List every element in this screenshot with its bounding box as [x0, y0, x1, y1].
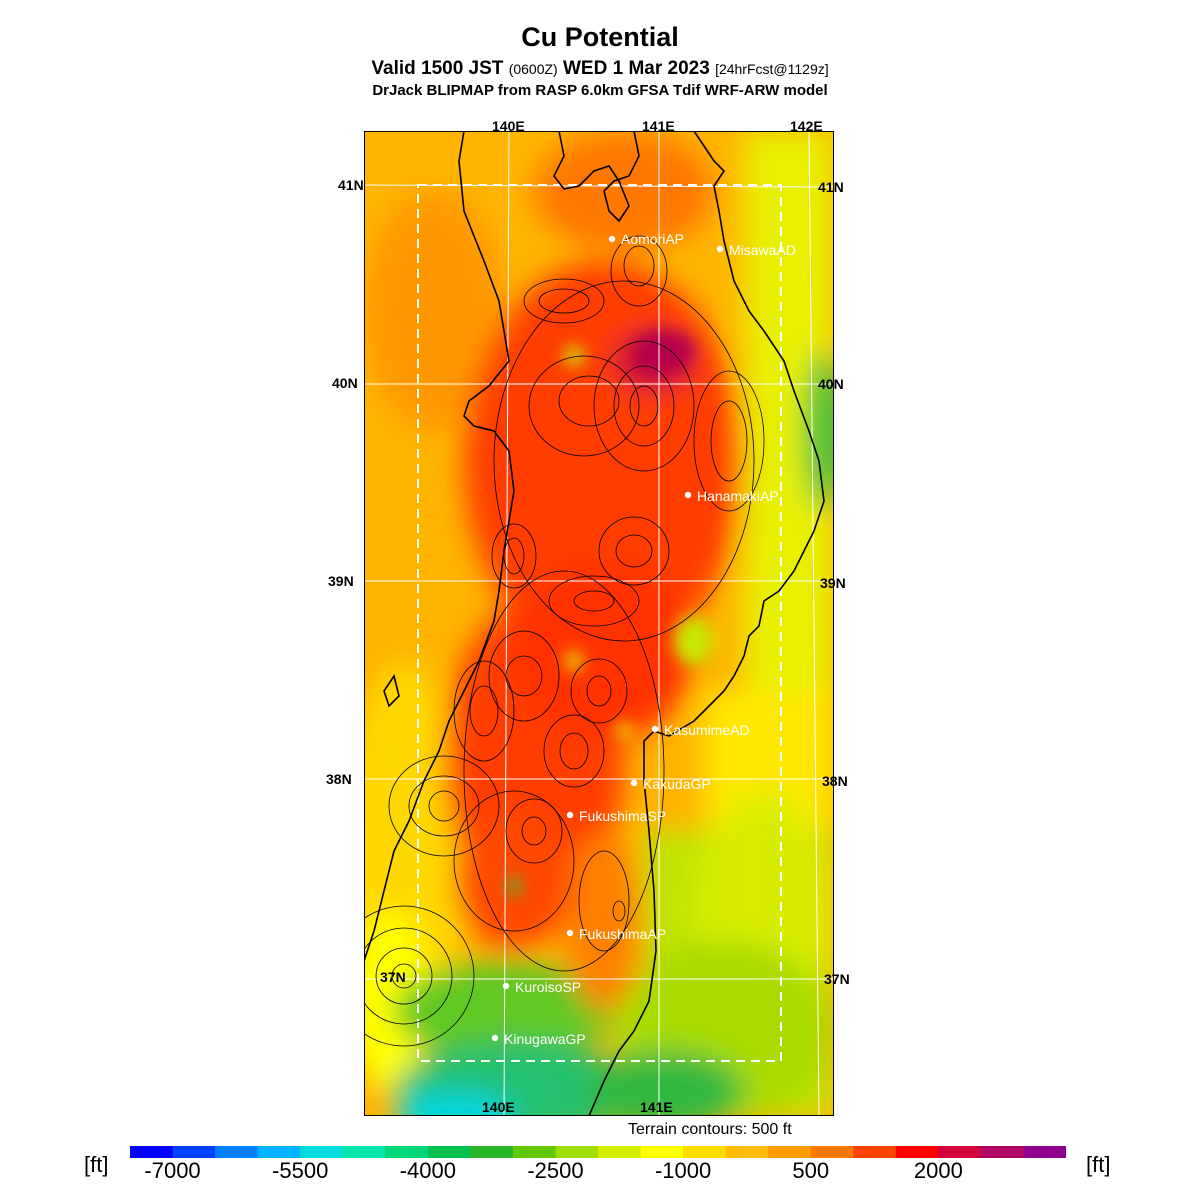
top-lon-label-142e: 142E [790, 118, 823, 134]
station-kasumimead: KasumimeAD [651, 722, 750, 738]
left-lat-label-37n: 37N [380, 969, 406, 985]
colorbar-swatch [768, 1146, 812, 1158]
colorbar-swatch [980, 1146, 1024, 1158]
colorbar-tick-label: -4000 [399, 1158, 456, 1183]
colorbar-tick-label: 500 [792, 1158, 830, 1183]
station-kuroisosp: KuroisoSP [502, 979, 581, 995]
left-lat-label-38n: 38N [326, 771, 352, 787]
station-kakudagp: KakudaGP [630, 776, 711, 792]
colorbar-unit-right: [ft] [1086, 1152, 1111, 1177]
svg-text:FukushimaAP: FukushimaAP [579, 926, 666, 942]
colorbar-swatch [683, 1146, 727, 1158]
colorbar-swatch [385, 1146, 429, 1158]
colorbar-swatch [598, 1146, 642, 1158]
colorbar-swatch [342, 1146, 386, 1158]
colorbar-tick-label: -1000 [654, 1158, 712, 1183]
right-lat-label-40n: 40N [818, 376, 844, 392]
svg-text:KasumimeAD: KasumimeAD [664, 722, 750, 738]
station-kinugawagp: KinugawaGP [491, 1031, 586, 1047]
colorbar-tick-label: -5500 [272, 1158, 329, 1183]
terrain-contours [364, 235, 765, 1047]
colorbar-swatch [555, 1146, 599, 1158]
valid-time: Valid 1500 JST (0600Z) WED 1 Mar 2023 [2… [371, 58, 829, 79]
left-lat-label-40n: 40N [332, 375, 358, 391]
right-lat-label-39n: 39N [820, 575, 846, 591]
colorbar-swatch [853, 1146, 897, 1158]
colorbar-unit-left: [ft] [84, 1152, 109, 1177]
station-fukushimasp: FukushimaSP [566, 808, 666, 824]
colorbar-swatch [470, 1146, 514, 1158]
model-line: DrJack BLIPMAP from RASP 6.0km GFSA Tdif… [372, 82, 828, 99]
colorbar [130, 1146, 1066, 1158]
colorbar-swatch [257, 1146, 301, 1158]
inner-domain-box [417, 184, 782, 1062]
colorbar-swatch [130, 1146, 174, 1158]
station-aomoriap: AomoriAP [608, 231, 684, 247]
svg-text:FukushimaSP: FukushimaSP [579, 808, 666, 824]
left-lat-label-41n: 41N [338, 177, 364, 193]
svg-text:AomoriAP: AomoriAP [621, 231, 684, 247]
top-lon-label-141e: 141E [642, 118, 675, 134]
bottom-lon-label-140e: 140E [482, 1099, 515, 1115]
right-lat-label-41n: 41N [818, 179, 844, 195]
colorbar-swatch [215, 1146, 259, 1158]
left-lat-label-39n: 39N [328, 573, 354, 589]
colorbar-swatch [938, 1146, 982, 1158]
station-misawaad: MisawaAD [716, 242, 796, 258]
colorbar-swatch [810, 1146, 854, 1158]
colorbar-tick-label: -7000 [144, 1158, 201, 1183]
svg-text:KinugawaGP: KinugawaGP [504, 1031, 586, 1047]
bottom-lon-label-141e: 141E [640, 1099, 673, 1115]
forecast-map: AomoriAP MisawaAD HanamakiAP KasumimeAD … [364, 131, 834, 1116]
terrain-contour-note: Terrain contours: 500 ft [628, 1121, 792, 1138]
station-fukushimaap: FukushimaAP [566, 926, 666, 942]
svg-text:KuroisoSP: KuroisoSP [515, 979, 581, 995]
right-lat-label-37n: 37N [824, 971, 850, 987]
colorbar-swatch [895, 1146, 939, 1158]
svg-text:KakudaGP: KakudaGP [643, 776, 711, 792]
svg-text:HanamakiAP: HanamakiAP [697, 488, 779, 504]
colorbar-swatch [512, 1146, 556, 1158]
right-lat-label-38n: 38N [822, 773, 848, 789]
station-hanamakiap: HanamakiAP [684, 488, 779, 504]
colorbar-swatch [300, 1146, 344, 1158]
colorbar-swatch [172, 1146, 216, 1158]
colorbar-tick-label: 2000 [913, 1158, 963, 1183]
colorbar-swatch [1023, 1146, 1066, 1158]
chart-title: Cu Potential [521, 22, 679, 52]
colorbar-swatch [725, 1146, 769, 1158]
station-markers: AomoriAP MisawaAD HanamakiAP KasumimeAD … [491, 231, 796, 1047]
top-lon-label-140e: 140E [492, 118, 525, 134]
colorbar-swatch [640, 1146, 684, 1158]
coastline [364, 131, 825, 1116]
colorbar-tick-label: -2500 [527, 1158, 584, 1183]
svg-text:MisawaAD: MisawaAD [729, 242, 796, 258]
colorbar-swatch [427, 1146, 471, 1158]
